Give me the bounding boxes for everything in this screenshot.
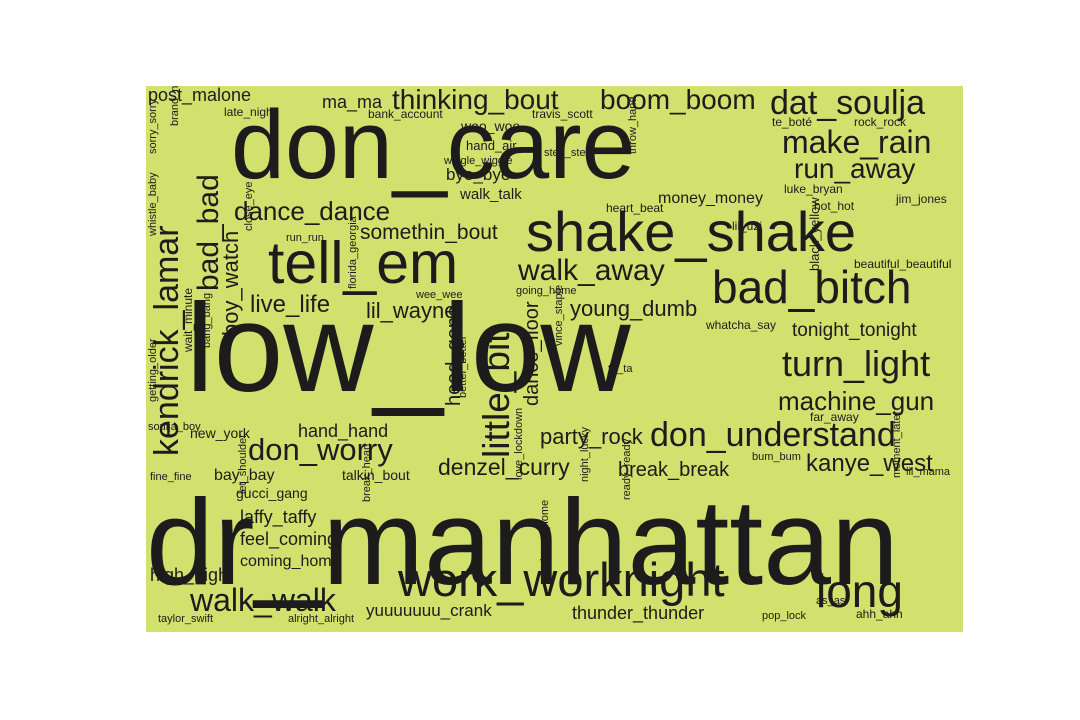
word-feel-coming: feel_coming [240, 529, 338, 549]
word-ma-ma: ma_ma [322, 92, 383, 112]
word-dr-manhattan: dr_manhattan [146, 474, 899, 610]
word-ta-ta: ta_ta [608, 363, 633, 375]
word-wiggle-wiggle: wiggle_wiggle [444, 155, 513, 167]
word-dat-soulja: dat_soulja [770, 86, 926, 122]
word-break-heart: break_heart [361, 443, 373, 502]
word-don-understand: don_understand [650, 416, 896, 454]
word-sorry-sorry: sorry_sorry [147, 98, 159, 154]
word-close-eye: close_eye [243, 181, 255, 231]
word-young-dumb: young_dumb [570, 296, 698, 321]
word-dance-floor: dance_floor [521, 301, 543, 406]
word-lil-wayne: lil_wayne [366, 298, 457, 323]
word-low-low: low_low [186, 279, 631, 418]
word-hand-air: hand_air [466, 138, 517, 153]
word-hand-hand: hand_hand [298, 421, 389, 441]
word-don-worry: don_worry [248, 432, 393, 467]
word-beautiful-beautiful: beautiful_beautiful [854, 257, 952, 271]
word-long: long [816, 565, 903, 617]
word-home-home: home_home [539, 499, 551, 561]
word-getting-older: getting_older [147, 338, 159, 402]
word-as-as: as_as [816, 595, 846, 607]
word-yuuuuuuu-crank: yuuuuuuu_crank [366, 601, 492, 620]
word-better-better: better_better [457, 335, 469, 398]
word-run-run: run_run [286, 232, 324, 244]
word-break-break: break_break [618, 459, 730, 481]
word-night-lucky: night_lucky [579, 426, 591, 482]
word-bye-bye: bye_bye [446, 165, 511, 184]
word-jim-jones: jim_jones [896, 192, 947, 206]
word-post-malone: post_malone [148, 86, 252, 105]
word-ahh-ahh: ahh_ahh [856, 607, 903, 621]
word-moment-later: moment_later [891, 410, 903, 478]
word-woo-woo: woo_woo [461, 118, 521, 134]
word-cloud: dr_manhattan low_low don_care shake_shake te… [146, 86, 963, 632]
word-tonight-tonight: tonight_tonight [792, 320, 917, 341]
word-bang-bang: bang_bang [201, 292, 213, 348]
word-boom-boom: boom_boom [600, 86, 756, 115]
word-run-away: run_away [794, 153, 916, 184]
word-money-money: money_money [658, 190, 763, 207]
word-bay-bay: bay_bay [214, 467, 275, 484]
word-vince-staple: vince_staple [553, 284, 565, 346]
word-coming-home: coming_home [240, 553, 341, 570]
word-boy-watch: boy_watch [218, 230, 243, 336]
word-gucci-gang: gucci_gang [236, 485, 308, 501]
word-kanye-west: kanye_west [806, 450, 933, 477]
word-thinking-bout: thinking_bout [392, 86, 559, 115]
word-black-yellow: black_yellow [807, 197, 822, 271]
word-denzel-curry: denzel_curry [438, 454, 570, 480]
word-tell-em: tell_em [268, 230, 459, 296]
word-bum-bum: bum_bum [752, 451, 801, 463]
word-don-care: don_care [231, 90, 636, 199]
word-love-lockdown: love_lockdown [513, 407, 525, 480]
word-make-rain: make_rain [782, 124, 932, 160]
word-bad-bitch: bad_bitch [712, 261, 912, 313]
word-alright-alright: alright_alright [288, 613, 355, 625]
word-florida-georgia: florida_georgia [347, 216, 359, 289]
word-live-life: live_life [250, 291, 331, 318]
word-walk-walk: walk_walk [190, 582, 336, 618]
word-pop-lock: pop_lock [762, 610, 807, 622]
word-new-york: new_york [190, 425, 250, 441]
word-heart-beat: heart_beat [606, 201, 664, 215]
word-talkin-bout: talkin_bout [342, 467, 410, 483]
word-laffy-taffy: laffy_taffy [240, 507, 317, 527]
word-lil-mama: lil_mama [906, 466, 951, 478]
word-ready-ready: ready_ready [621, 438, 633, 500]
word-little-bit: little_bit [476, 332, 517, 458]
word-rock-rock: rock_rock [854, 115, 907, 129]
word-far-away: far_away [810, 410, 859, 424]
word-shake-shake: shake_shake [526, 200, 857, 263]
word-going-home: going_home [516, 285, 577, 297]
word-hot-hot: hot_hot [814, 199, 855, 213]
word-party-rock: party_rock [540, 424, 643, 449]
word-dance-dance: dance_dance [234, 196, 391, 226]
word-taylor-swift: taylor_swift [158, 613, 214, 625]
word-luke-bryan: luke_bryan [784, 182, 843, 196]
word-bank-account: bank_account [368, 107, 443, 121]
word-whatcha-say: whatcha_say [706, 318, 777, 332]
word-thunder-thunder: thunder_thunder [572, 603, 705, 623]
word-soulja-boy: soulja_boy [148, 421, 201, 433]
word-somethin-bout: somethin_bout [360, 221, 498, 244]
word-high-high: high_high [150, 565, 229, 585]
word-brand-new: brand_new [169, 86, 181, 126]
word-fine-fine: fine_fine [150, 471, 192, 483]
word-travis-scott: travis_scott [532, 107, 593, 121]
word-walk-talk: walk_talk [460, 186, 522, 203]
word-let-shoulder: let_shoulder [237, 434, 249, 494]
word-throw-hand: throw_hand [627, 96, 639, 155]
word-wait-minute: wait_minute [181, 287, 195, 352]
word-late-night: late_night [224, 105, 277, 119]
word-whistle-baby: whistle_baby [147, 172, 159, 236]
word-lil-uzi: lil_uzi [732, 219, 763, 233]
word-wee-wee: wee_wee [416, 289, 463, 301]
word-work-worknight: work_worknight [398, 553, 725, 606]
word-step-step: step_step [544, 147, 592, 159]
word-te-bot: te_boté [772, 115, 813, 129]
word-walk-away: walk_away [518, 254, 665, 287]
word-turn-light: turn_light [782, 343, 931, 384]
word-machine-gun: machine_gun [778, 386, 935, 416]
